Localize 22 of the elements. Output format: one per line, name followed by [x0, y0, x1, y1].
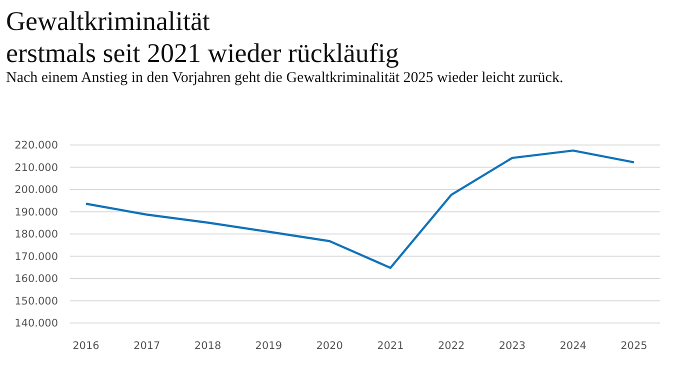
y-tick-label: 220.000 [14, 140, 58, 152]
y-tick-label: 140.000 [14, 318, 58, 330]
x-tick-label: 2020 [316, 340, 343, 352]
y-tick-label: 160.000 [14, 273, 58, 286]
y-tick-label: 180.000 [14, 228, 58, 241]
x-tick-label: 2022 [438, 340, 465, 352]
x-tick-label: 2016 [72, 340, 100, 352]
line-series [84, 149, 636, 269]
y-tick-label: 200.000 [14, 184, 58, 196]
y-tick-label: 170.000 [14, 250, 58, 263]
x-tick-label: 2025 [620, 340, 648, 352]
y-tick-label: 150.000 [14, 295, 58, 308]
chart-title: Gewaltkriminalität erstmals seit 2021 wieder rückläufig [6, 6, 399, 68]
x-tick-label: 2019 [255, 340, 282, 352]
x-tick-label: 2024 [560, 340, 587, 352]
y-tick-label: 210.000 [14, 162, 58, 174]
x-tick-label: 2018 [194, 340, 222, 352]
x-tick-label: 2017 [134, 340, 160, 352]
y-tick-label: 190.000 [14, 206, 58, 218]
x-tick-label: 2021 [377, 340, 404, 352]
chart-subtitle: Nach einem Anstieg in den Vorjahren geht die Gewaltkriminalität 2025 wieder leicht zurück. [6, 70, 564, 86]
x-tick-label: 2023 [498, 340, 526, 352]
